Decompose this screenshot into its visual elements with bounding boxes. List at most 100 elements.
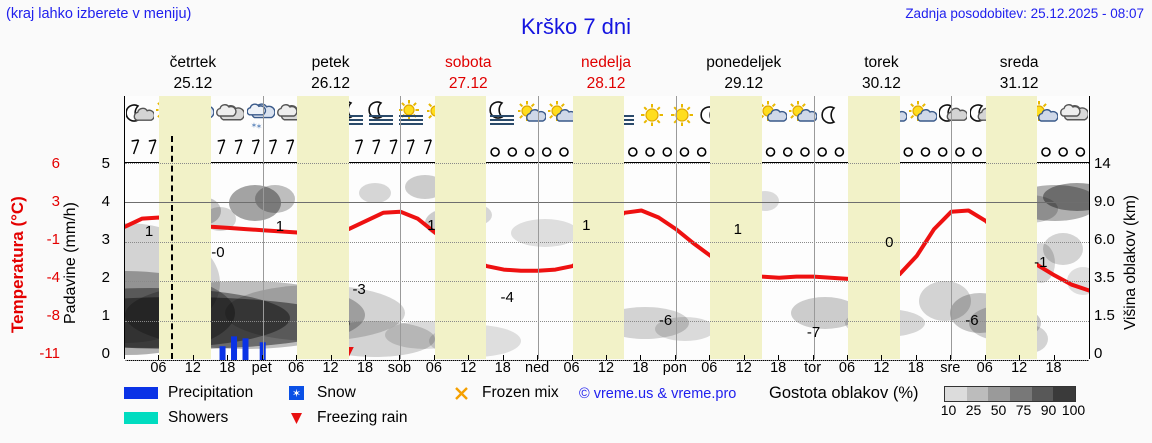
hour-label: 12 xyxy=(322,360,339,376)
freezing-rain-icon xyxy=(289,411,307,425)
day-date: 29.12 xyxy=(724,75,764,92)
legend-precipitation-label: Precipitation xyxy=(168,384,254,401)
axis-tick: -1 xyxy=(46,231,60,248)
hour-tick xyxy=(1053,355,1055,360)
density-step xyxy=(945,387,967,401)
density-step xyxy=(1053,387,1076,401)
axis-tick: 1.5 xyxy=(1094,307,1115,324)
hour-label: 18 xyxy=(907,360,924,376)
hour-tick xyxy=(365,355,366,360)
hour-tick xyxy=(330,355,332,360)
forecast-plot: ✶✶✶✶✶✶ 1-01-31-41-61-70-6-1 xyxy=(124,96,1090,362)
frozen-mix-icon xyxy=(454,386,472,400)
day-separator xyxy=(675,96,677,359)
hour-label: sob xyxy=(387,360,412,376)
hour-label: 06 xyxy=(838,360,856,376)
daylight-band xyxy=(572,96,625,359)
day-separator xyxy=(538,96,540,359)
daylight-band xyxy=(297,96,349,359)
location-menu-note[interactable]: (kraj lahko izberete v meniju) xyxy=(6,6,192,22)
day-column-2: petek 26.12 xyxy=(262,52,400,96)
legend-frozen-mix: Frozen mix xyxy=(454,384,559,402)
axis-tick: 6 xyxy=(51,155,60,172)
hour-tick xyxy=(261,355,263,360)
hour-label: 06 xyxy=(563,360,580,376)
day-separator xyxy=(951,96,953,359)
density-step xyxy=(966,387,989,401)
gridline xyxy=(125,360,1089,362)
cloud-density-title: Gostota oblakov (%) xyxy=(769,384,919,402)
hour-label: ned xyxy=(525,360,550,376)
temperature-point-label: -6 xyxy=(658,312,673,330)
precipitation-tick-labels: 5 4 3 2 1 0 xyxy=(84,96,110,362)
hour-tick xyxy=(433,355,435,360)
day-column-1: četrtek 25.12 xyxy=(124,52,262,96)
page-title: Krško 7 dni xyxy=(520,14,632,39)
weather-icon-moon-cloud xyxy=(939,100,968,130)
hour-label: 18 xyxy=(1045,360,1062,376)
temperature-point-label: -7 xyxy=(806,323,821,341)
daylight-band xyxy=(848,96,900,359)
axis-tick: 3 xyxy=(101,231,110,248)
hour-tick xyxy=(571,355,573,360)
daylight-band xyxy=(159,96,212,359)
weather-icon-moon-fog xyxy=(367,100,395,130)
daylight-band xyxy=(985,96,1038,359)
weather-icon-sun-cloud xyxy=(788,100,817,130)
hour-tick xyxy=(881,355,883,360)
hour-label: 06 xyxy=(425,360,442,376)
hour-tick xyxy=(674,355,676,360)
axis-tick: 1 xyxy=(101,307,110,324)
axis-tick: -8 xyxy=(46,307,60,324)
day-column-3: sobota 27.12 xyxy=(399,52,537,96)
density-tick: 90 xyxy=(1040,402,1057,418)
axis-tick: 2 xyxy=(101,269,110,286)
precipitation-axis-title: Padavine (mm/h) xyxy=(62,202,79,324)
day-name: sobota xyxy=(445,54,492,71)
day-date: 28.12 xyxy=(586,75,626,92)
hour-tick xyxy=(158,355,160,360)
hour-tick xyxy=(640,355,642,360)
gridline xyxy=(125,241,1089,244)
day-separator xyxy=(400,96,402,359)
axis-tick: 4 xyxy=(101,193,110,210)
day-name: ponedeljek xyxy=(706,54,782,71)
density-step xyxy=(1031,387,1054,401)
density-tick: 75 xyxy=(1015,402,1032,418)
weather-icon-sun-cloud xyxy=(909,100,938,130)
weather-icon-sun xyxy=(668,100,696,130)
cloud-density-colorbar xyxy=(944,386,1076,402)
density-tick: 100 xyxy=(1061,402,1086,418)
svg-text:✶: ✶ xyxy=(250,121,257,130)
density-tick: 10 xyxy=(940,402,957,418)
day-separator xyxy=(813,96,815,359)
axis-tick: 3 xyxy=(51,193,60,210)
temperature-tick-labels: 6 3 -1 -4 -8 -11 xyxy=(26,96,60,362)
hour-label: sre xyxy=(940,360,961,376)
axis-tick: 14 xyxy=(1094,155,1111,172)
svg-text:✶: ✶ xyxy=(255,122,262,130)
hour-label: 12 xyxy=(1011,360,1028,376)
hour-label: 12 xyxy=(735,360,752,376)
axis-tick: 3.5 xyxy=(1094,269,1115,286)
day-header-row: četrtek 25.12 petek 26.12 sobota 27.12 nedelja… xyxy=(124,52,1088,96)
credit-link[interactable]: © vreme.us & vreme.pro xyxy=(579,386,737,402)
hour-tick xyxy=(468,355,470,360)
svg-text:✶: ✶ xyxy=(292,388,301,400)
hour-label: 06 xyxy=(150,360,167,376)
cloud-height-tick-labels: 14 9.0 6.0 3.5 1.5 0 xyxy=(1094,96,1124,362)
axis-tick: 9.0 xyxy=(1094,193,1115,210)
day-name: sreda xyxy=(999,54,1039,71)
temperature-point-label: 1 xyxy=(733,221,742,239)
temperature-point-label: -3 xyxy=(352,280,366,298)
day-column-4: nedelja 28.12 xyxy=(537,52,675,96)
legend: Precipitation Showers ✶ Snow Freezing rai… xyxy=(124,384,1152,436)
density-tick: 25 xyxy=(965,402,982,418)
hour-tick xyxy=(227,355,229,360)
hour-label: pon xyxy=(662,360,687,376)
day-date: 30.12 xyxy=(862,75,901,92)
temperature-point-label: 0 xyxy=(885,233,894,251)
hour-label: 18 xyxy=(356,360,374,376)
weather-icon-moon-cloud xyxy=(126,100,155,130)
hour-label: tor xyxy=(804,360,822,376)
